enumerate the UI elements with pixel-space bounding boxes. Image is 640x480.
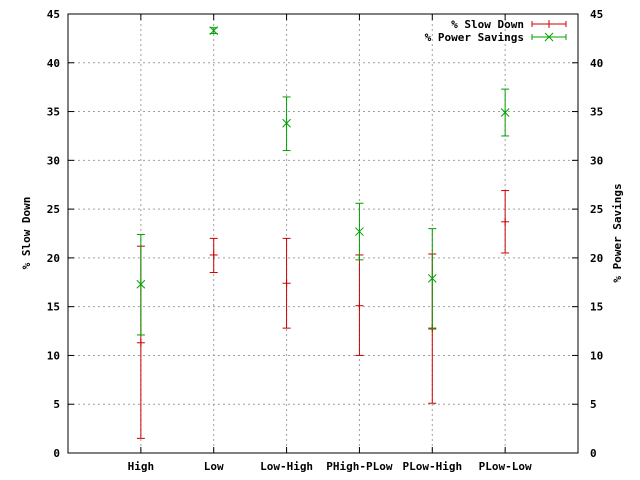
data-point [136, 233, 146, 336]
right-tick-label: 20 [590, 252, 603, 265]
data-point [209, 237, 218, 274]
legend-samples [531, 20, 567, 42]
data-point [501, 190, 510, 254]
left-tick-label: 45 [47, 8, 60, 21]
x-tick-label: Low-High [260, 460, 313, 473]
x-tick-label: High [128, 460, 155, 473]
left-tick-label: 25 [47, 203, 60, 216]
data-point [209, 26, 219, 35]
plot-frame [67, 13, 579, 454]
left-tick-label: 35 [47, 106, 60, 119]
data-point [355, 202, 364, 261]
legend-label-power-savings: % Power Savings [425, 31, 524, 44]
legend-marker [544, 32, 554, 42]
data-point [427, 228, 437, 330]
right-tick-label: 15 [590, 301, 603, 314]
point-marker [355, 227, 364, 236]
point-marker [501, 217, 510, 226]
right-tick-label: 30 [590, 154, 603, 167]
x-tick-label: PLow-Low [479, 460, 532, 473]
right-tick-label: 5 [590, 398, 597, 411]
x-tick-label: Low [204, 460, 224, 473]
series-slow-down [136, 190, 510, 439]
data-point [282, 237, 291, 329]
right-tick-label: 0 [590, 447, 597, 460]
axes [67, 13, 579, 454]
point-marker [355, 301, 364, 310]
left-tick-label: 20 [47, 252, 60, 265]
point-marker [136, 338, 145, 347]
left-tick-label: 15 [47, 301, 60, 314]
x-axis-ticks: High Low Low-High PHigh-PLow PLow-High PLow-L… [128, 460, 532, 473]
x-tick-label: PLow-High [402, 460, 462, 473]
point-marker [282, 279, 291, 288]
legend-marker [545, 20, 553, 28]
right-tick-label: 40 [590, 57, 603, 70]
legend-label-slow-down: % Slow Down [451, 18, 524, 31]
left-tick-label: 30 [47, 154, 60, 167]
series-layer [136, 26, 510, 439]
right-axis-ticks: 0 5 10 15 20 25 30 35 40 45 [590, 8, 603, 460]
left-axis-title: % Slow Down [20, 197, 33, 270]
grid [68, 14, 578, 453]
right-tick-label: 35 [590, 106, 603, 119]
left-tick-label: 5 [53, 398, 60, 411]
legend-sample [531, 32, 567, 42]
point-marker [500, 108, 510, 117]
x-tick-label: PHigh-PLow [326, 460, 393, 473]
point-marker [282, 118, 291, 128]
point-marker [209, 26, 219, 35]
series-power-savings [136, 26, 510, 336]
right-tick-label: 45 [590, 8, 603, 21]
legend-sample [531, 20, 567, 28]
right-tick-label: 25 [590, 203, 603, 216]
left-axis-ticks: 0 5 10 15 20 25 30 35 40 45 [47, 8, 60, 460]
data-point [282, 96, 291, 152]
point-marker [427, 274, 437, 283]
point-marker [136, 279, 146, 289]
left-tick-label: 10 [47, 349, 60, 362]
data-point [500, 88, 510, 137]
point-marker [209, 250, 218, 259]
right-tick-label: 10 [590, 349, 603, 362]
left-tick-label: 0 [53, 447, 60, 460]
right-axis-title: % Power Savings [611, 183, 624, 282]
legend: % Slow Down % Power Savings [425, 18, 567, 44]
data-point [355, 254, 364, 356]
left-tick-label: 40 [47, 57, 60, 70]
